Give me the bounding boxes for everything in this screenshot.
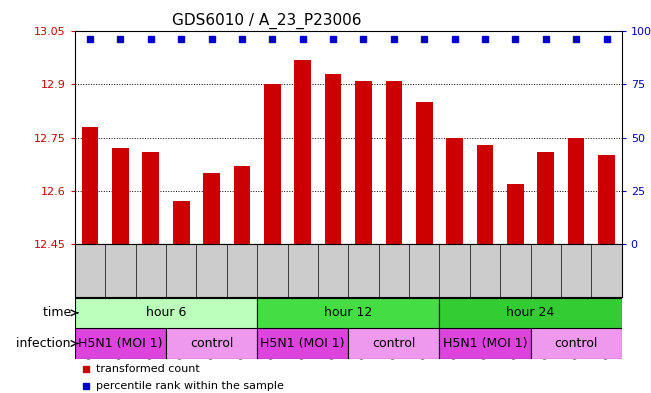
Text: control: control (555, 337, 598, 350)
Bar (568, 138, 585, 244)
Text: infection: infection (16, 337, 75, 350)
Bar (75, 328, 166, 359)
Bar (355, 81, 372, 244)
Bar (439, 328, 531, 359)
Text: hour 24: hour 24 (506, 306, 555, 320)
Bar (294, 60, 311, 244)
Bar (112, 148, 129, 244)
Text: hour 12: hour 12 (324, 306, 372, 320)
Text: H5N1 (MOI 1): H5N1 (MOI 1) (260, 337, 345, 350)
Bar (82, 127, 98, 244)
Bar (477, 145, 493, 244)
Bar (257, 298, 439, 328)
Text: hour 6: hour 6 (146, 306, 186, 320)
Bar (507, 184, 523, 244)
Text: control: control (190, 337, 233, 350)
Text: H5N1 (MOI 1): H5N1 (MOI 1) (78, 337, 163, 350)
Text: H5N1 (MOI 1): H5N1 (MOI 1) (443, 337, 527, 350)
Bar (598, 155, 615, 244)
Bar (143, 152, 159, 244)
Text: transformed count: transformed count (96, 364, 199, 374)
Bar (173, 201, 189, 244)
Bar (385, 81, 402, 244)
Bar (166, 328, 257, 359)
Bar (257, 328, 348, 359)
Bar (203, 173, 220, 244)
Bar (416, 102, 432, 244)
Text: control: control (372, 337, 415, 350)
Bar (75, 298, 257, 328)
Bar (325, 74, 341, 244)
Text: time: time (42, 306, 75, 320)
Text: percentile rank within the sample: percentile rank within the sample (96, 381, 284, 391)
Title: GDS6010 / A_23_P23006: GDS6010 / A_23_P23006 (171, 13, 361, 29)
Bar (537, 152, 554, 244)
Bar (234, 166, 250, 244)
Bar (531, 328, 622, 359)
Bar (439, 298, 622, 328)
Bar (348, 328, 439, 359)
Bar (264, 84, 281, 244)
Bar (446, 138, 463, 244)
